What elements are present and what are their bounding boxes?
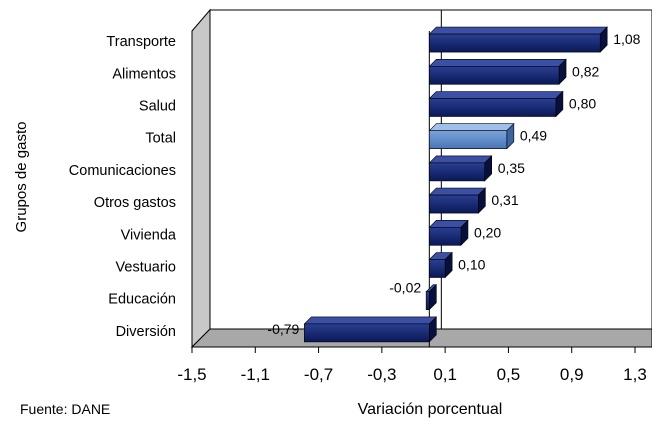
bar-transporte xyxy=(428,26,608,53)
bar-top-face xyxy=(428,91,564,99)
category-label: Diversión xyxy=(116,324,176,340)
bar-front-face xyxy=(429,66,560,85)
bar-total xyxy=(428,122,515,150)
category-label: Salud xyxy=(139,99,176,115)
bar-top-face xyxy=(303,316,438,325)
bar-top-face xyxy=(428,187,487,196)
bar-top-face xyxy=(428,58,567,67)
value-label: 1,08 xyxy=(613,31,640,47)
x-tick-label: 0,1 xyxy=(433,365,457,384)
value-label: 0,49 xyxy=(520,128,547,144)
category-label: Alimentos xyxy=(112,66,176,82)
bar-comunicaciones xyxy=(428,155,493,182)
value-labels-group: 1,08 0,82 0,80 0,49 0,35 0,31 0,20 0,10 -0,02 -0,… xyxy=(267,31,640,337)
bar-top-face xyxy=(428,123,515,131)
category-label: Total xyxy=(145,131,176,147)
source-note: Fuente: DANE xyxy=(20,401,110,417)
bar-front-face xyxy=(429,227,462,246)
bar-vestuario xyxy=(428,251,453,279)
bars-group xyxy=(303,26,608,343)
category-label: Vivienda xyxy=(121,227,177,243)
category-label: Transporte xyxy=(106,34,176,50)
bar-diversión xyxy=(303,316,438,343)
value-label: -0,02 xyxy=(389,280,421,296)
bar-otros-gastos xyxy=(428,187,487,214)
category-label: Educación xyxy=(108,292,176,308)
x-tick-label: 0,9 xyxy=(560,365,584,384)
x-tick-label: -0,7 xyxy=(304,365,333,384)
bar-front-face xyxy=(429,259,446,278)
bar-front-face xyxy=(429,130,508,149)
bar-educación xyxy=(425,283,438,311)
value-label: 0,82 xyxy=(572,63,599,79)
bar-top-face xyxy=(428,155,493,164)
x-tick-label: -0,3 xyxy=(367,365,396,384)
category-labels-group: Transporte Alimentos Salud Total Comunicacio… xyxy=(69,34,177,340)
value-label: 0,80 xyxy=(569,96,596,112)
x-tick-label: 1,3 xyxy=(623,365,647,384)
x-ticks-group: -1,5 -1,1 -0,7 -0,3 0,1 0,5 0,9 1,3 xyxy=(177,347,647,384)
bar-front-face xyxy=(429,98,557,117)
x-tick-label: 0,5 xyxy=(497,365,521,384)
value-label: 0,31 xyxy=(491,192,518,208)
chart-side-wall xyxy=(191,8,211,349)
x-tick-label: -1,5 xyxy=(177,365,206,384)
category-label: Comunicaciones xyxy=(69,163,176,179)
bar-front-face xyxy=(425,291,430,311)
value-label: 0,20 xyxy=(474,224,501,240)
x-axis-title: Variación porcentual xyxy=(358,401,503,418)
bar-front-face xyxy=(429,194,479,214)
category-label: Otros gastos xyxy=(94,195,176,211)
x-tick-label: -1,1 xyxy=(241,365,270,384)
bar-top-face xyxy=(428,26,608,35)
category-label: Vestuario xyxy=(116,260,176,276)
bar-salud xyxy=(428,90,564,118)
value-label: 0,35 xyxy=(498,160,525,176)
bar-vivienda xyxy=(428,219,469,247)
bar-front-face xyxy=(429,162,485,182)
value-label: -0,79 xyxy=(267,321,299,337)
value-label: 0,10 xyxy=(458,257,485,273)
bar-front-face xyxy=(304,323,430,343)
y-axis-title: Grupos de gasto xyxy=(13,122,30,233)
bar-front-face xyxy=(429,33,601,53)
bar-alimentos xyxy=(428,58,567,86)
